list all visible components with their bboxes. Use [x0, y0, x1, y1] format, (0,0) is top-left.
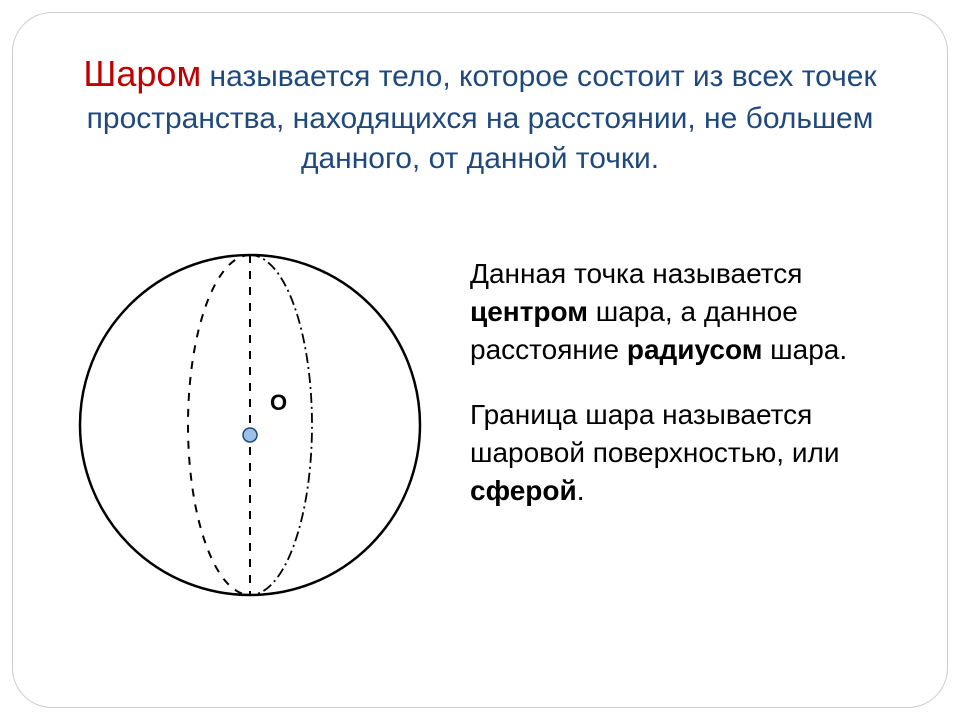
- paragraph-2: Граница шара называется шаровой поверхно…: [470, 396, 910, 509]
- p1-pre: Данная точка называется: [470, 258, 802, 289]
- p2-pre: Граница шара называется шаровой поверхно…: [470, 399, 839, 468]
- p1-bold-radius: радиусом: [627, 334, 763, 365]
- meridian-back: [250, 255, 312, 595]
- sphere-diagram: О: [60, 235, 440, 615]
- center-point: [243, 428, 257, 442]
- definition-header: Шаром называется тело, которое состоит и…: [40, 50, 920, 180]
- sphere-svg: [60, 235, 440, 615]
- p1-post: шара.: [762, 334, 847, 365]
- header-rest: называется тело, которое состоит из всех…: [87, 60, 877, 175]
- header-highlight: Шаром: [83, 53, 201, 94]
- p2-post: .: [577, 475, 585, 506]
- meridian-front: [188, 255, 250, 595]
- p2-bold-sphere: сферой: [470, 475, 577, 506]
- paragraph-1: Данная точка называется центром шара, а …: [470, 255, 910, 368]
- p1-bold-center: центром: [470, 296, 588, 327]
- body-text: Данная точка называется центром шара, а …: [470, 255, 910, 538]
- center-label: О: [270, 390, 287, 416]
